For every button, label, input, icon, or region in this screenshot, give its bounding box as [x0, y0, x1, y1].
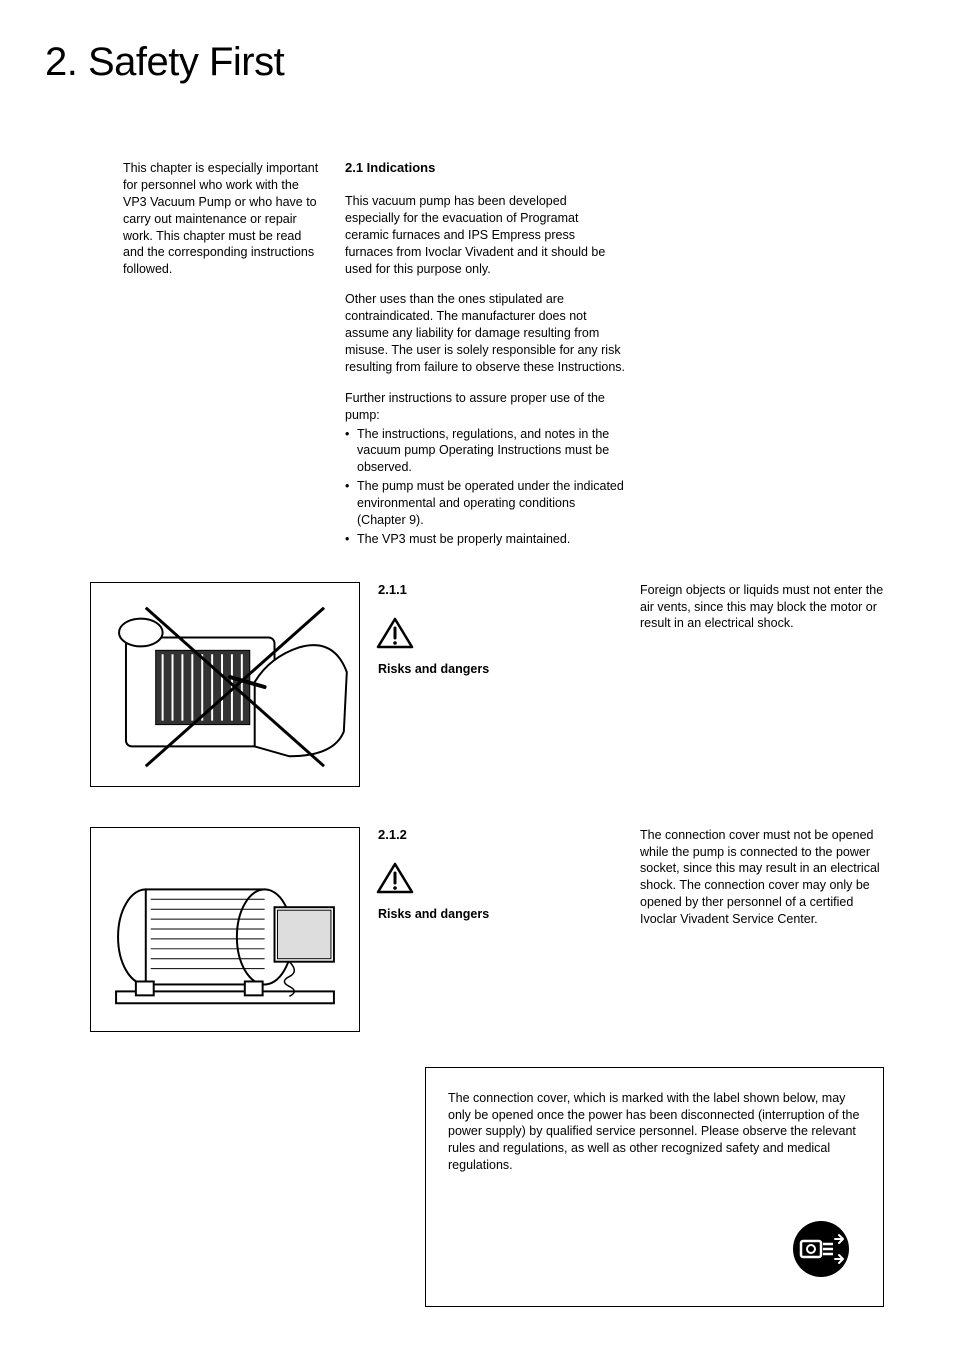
intro-columns: This chapter is especially important for…	[45, 160, 909, 550]
risk-label-2-1-2: Risks and dangers	[378, 907, 640, 921]
risk-2-1-2-middle: 2.1.2 Risks and dangers	[360, 827, 640, 921]
bullet-item: The pump must be operated under the indi…	[345, 478, 625, 529]
intro-paragraph: This chapter is especially important for…	[123, 160, 325, 278]
warning-triangle-icon	[376, 862, 640, 899]
info-box-text: The connection cover, which is marked wi…	[448, 1090, 861, 1174]
empty-column	[645, 160, 909, 550]
indications-bullet-list: The instructions, regulations, and notes…	[345, 426, 625, 548]
indications-column: 2.1 Indications This vacuum pump has bee…	[345, 160, 625, 550]
page-title: 2. Safety First	[45, 40, 909, 85]
risk-2-1-1-right: Foreign objects or liquids must not ente…	[640, 582, 909, 633]
bullet-item: The instructions, regulations, and notes…	[345, 426, 625, 477]
risk-section-2-1-1: 2.1.1 Risks and dangers Foreign objects …	[45, 582, 909, 787]
risk-2-1-2-right: The connection cover must not be opened …	[640, 827, 909, 928]
risk-desc-2-1-1: Foreign objects or liquids must not ente…	[640, 582, 889, 633]
risk-number-2-1-2: 2.1.2	[378, 827, 640, 842]
risk-section-2-1-2: 2.1.2 Risks and dangers The connection c…	[45, 827, 909, 1032]
pump-motor-illustration	[91, 828, 359, 1031]
illustration-2-1-1	[90, 582, 360, 787]
disconnect-power-icon	[448, 1219, 861, 1284]
intro-column-left: This chapter is especially important for…	[45, 160, 325, 550]
risk-2-1-1-middle: 2.1.1 Risks and dangers	[360, 582, 640, 676]
indications-para-2: Other uses than the ones stipulated are …	[345, 291, 625, 375]
warning-triangle-icon	[376, 617, 640, 654]
illustration-2-1-2	[90, 827, 360, 1032]
risk-number-2-1-1: 2.1.1	[378, 582, 640, 597]
connection-cover-info-box: The connection cover, which is marked wi…	[425, 1067, 884, 1307]
bullet-item: The VP3 must be properly maintained.	[345, 531, 625, 548]
pump-airvent-illustration	[91, 583, 359, 786]
section-heading-2-1: 2.1 Indications	[345, 160, 625, 175]
risk-label-2-1-1: Risks and dangers	[378, 662, 640, 676]
indications-para-3: Further instructions to assure proper us…	[345, 390, 625, 424]
risk-desc-2-1-2: The connection cover must not be opened …	[640, 827, 889, 928]
indications-para-1: This vacuum pump has been developed espe…	[345, 193, 625, 277]
